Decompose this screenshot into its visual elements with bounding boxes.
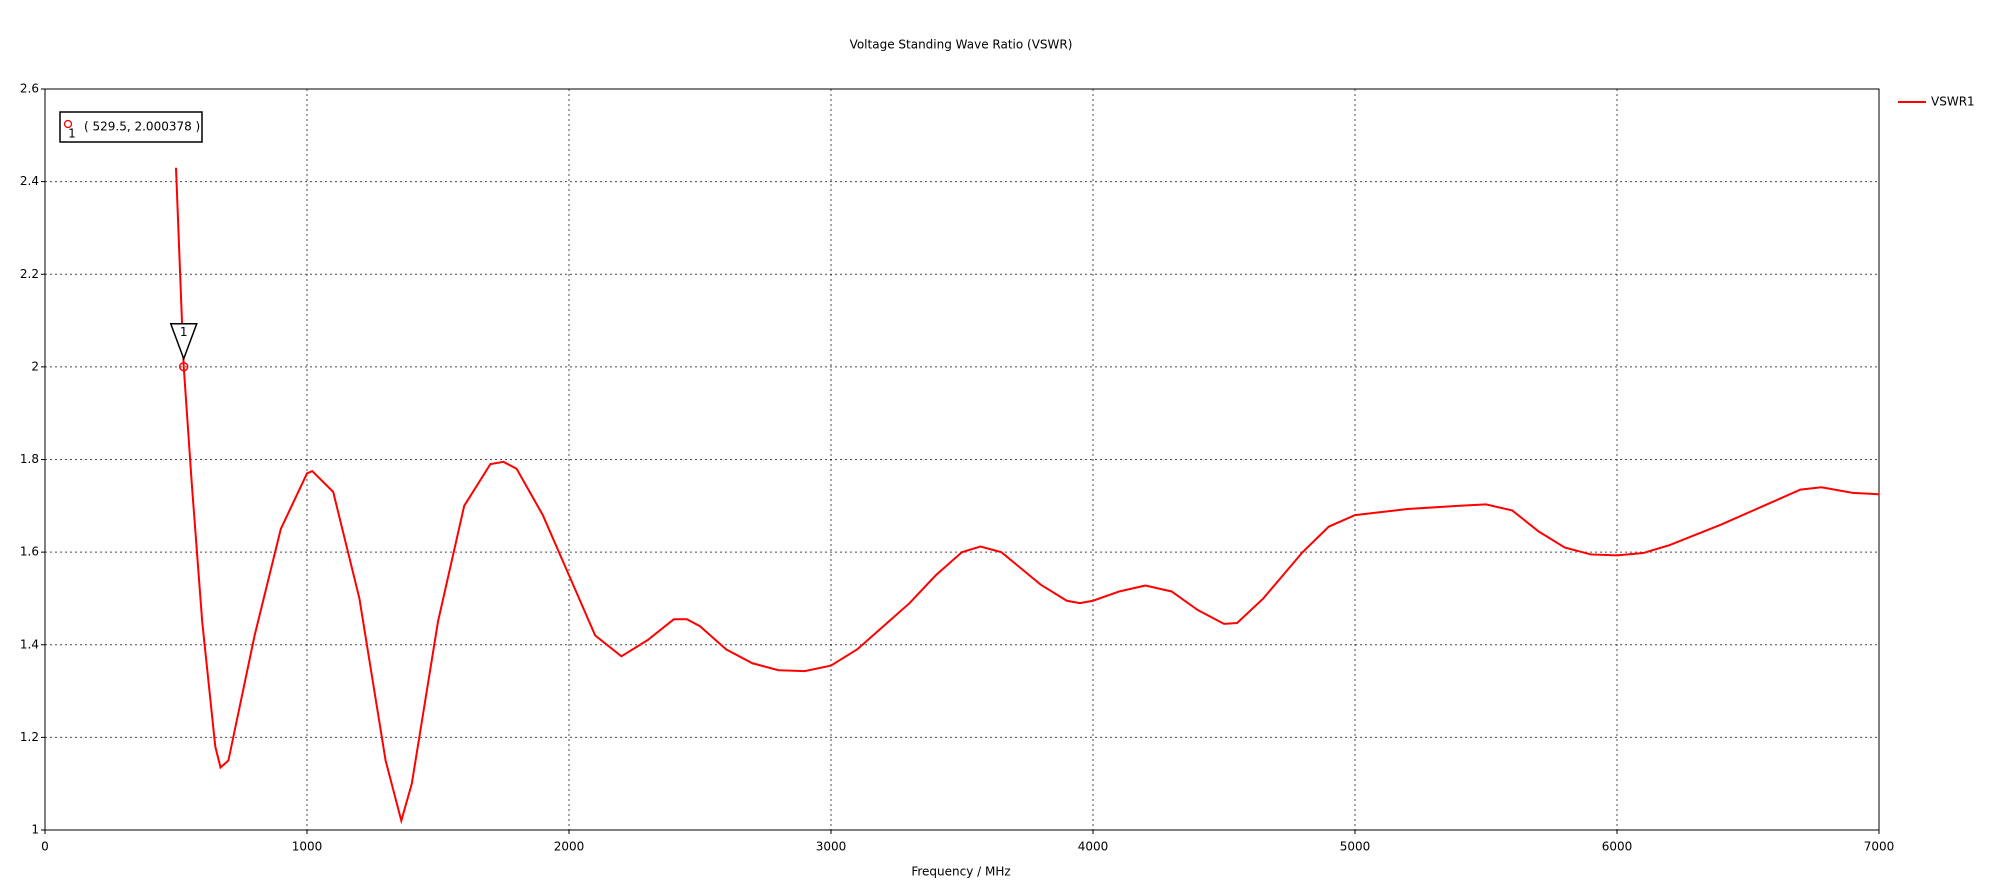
marker-flag [169,322,198,361]
y-tick-label: 2 [31,359,39,373]
line-series [175,167,1880,825]
marker-label: ( 529.5, 2.000378 ) [84,120,200,134]
plot-frame [44,88,1880,831]
y-tick-label: 1.6 [20,545,39,559]
x-tick-label: 6000 [1602,840,1633,854]
x-tick-label: 1000 [292,840,323,854]
x-tick-label: 5000 [1340,840,1371,854]
x-tick-label: 2000 [554,840,585,854]
y-tick-label: 1.4 [20,637,39,651]
marker-box [59,111,203,143]
y-tick-label: 1.8 [20,452,39,466]
y-tick-label: 1 [31,823,39,837]
y-tick-label: 2.2 [20,267,39,281]
x-tick-label: 0 [41,840,49,854]
legend-label: VSWR1 [1931,95,1975,109]
x-tick-label: 4000 [1078,840,1109,854]
marker-point [178,361,189,372]
x-tick-label: 7000 [1864,840,1895,854]
chart-title: Voltage Standing Wave Ratio (VSWR) [850,38,1073,52]
x-tick-label: 3000 [816,840,847,854]
y-tick-label: 2.6 [20,82,39,96]
marker-box-icon [63,119,73,129]
marker-box-id: 1 [68,127,76,141]
y-tick-label: 2.4 [20,174,39,188]
x-axis-label: Frequency / MHz [911,865,1010,879]
y-tick-label: 1.2 [20,730,39,744]
marker-id: 1 [180,325,188,339]
